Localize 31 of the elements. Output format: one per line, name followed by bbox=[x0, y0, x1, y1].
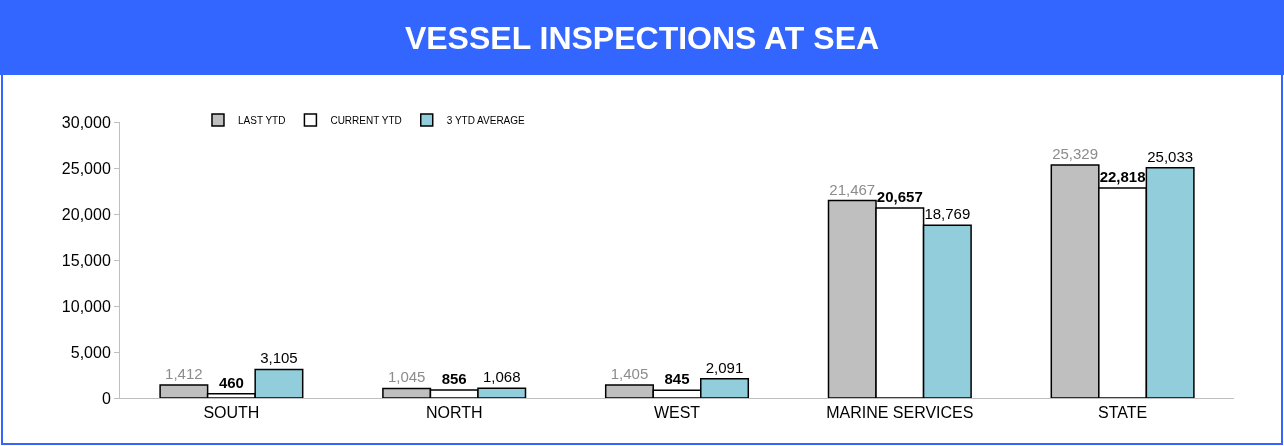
data-label: 25,329 bbox=[1052, 144, 1099, 162]
data-label: 460 bbox=[218, 373, 244, 391]
data-label: 20,657 bbox=[876, 187, 923, 205]
x-tick-label: SOUTH bbox=[203, 404, 260, 422]
data-label: 21,467 bbox=[829, 180, 876, 198]
legend-label: LAST YTD bbox=[237, 114, 286, 126]
y-tick-label: 30,000 bbox=[61, 113, 111, 131]
y-tick-label: 20,000 bbox=[61, 205, 111, 223]
x-tick-label: STATE bbox=[1098, 404, 1148, 422]
y-tick-label: 0 bbox=[101, 389, 111, 407]
data-label: 18,769 bbox=[924, 205, 971, 223]
y-tick-label: 10,000 bbox=[61, 297, 111, 315]
data-label: 1,405 bbox=[610, 365, 649, 383]
y-tick-label: 25,000 bbox=[61, 159, 111, 177]
data-label: 845 bbox=[664, 370, 690, 388]
data-label: 1,068 bbox=[482, 368, 521, 386]
data-label: 25,033 bbox=[1147, 147, 1194, 165]
data-label: 1,045 bbox=[387, 368, 426, 386]
data-label: 22,818 bbox=[1099, 168, 1146, 186]
data-label: 3,105 bbox=[260, 349, 298, 367]
legend-label: CURRENT YTD bbox=[330, 114, 402, 126]
legend-label: 3 YTD AVERAGE bbox=[446, 114, 526, 126]
x-tick-label: NORTH bbox=[425, 404, 483, 422]
x-tick-label: WEST bbox=[653, 404, 701, 422]
data-label: 1,412 bbox=[165, 365, 203, 383]
data-label: 856 bbox=[441, 370, 467, 388]
data-label: 2,091 bbox=[705, 358, 744, 376]
chart-title: VESSEL INSPECTIONS AT SEA bbox=[404, 20, 880, 57]
y-tick-label: 15,000 bbox=[61, 251, 111, 269]
x-tick-label: MARINE SERVICES bbox=[826, 404, 974, 422]
y-tick-label: 5,000 bbox=[70, 343, 111, 361]
